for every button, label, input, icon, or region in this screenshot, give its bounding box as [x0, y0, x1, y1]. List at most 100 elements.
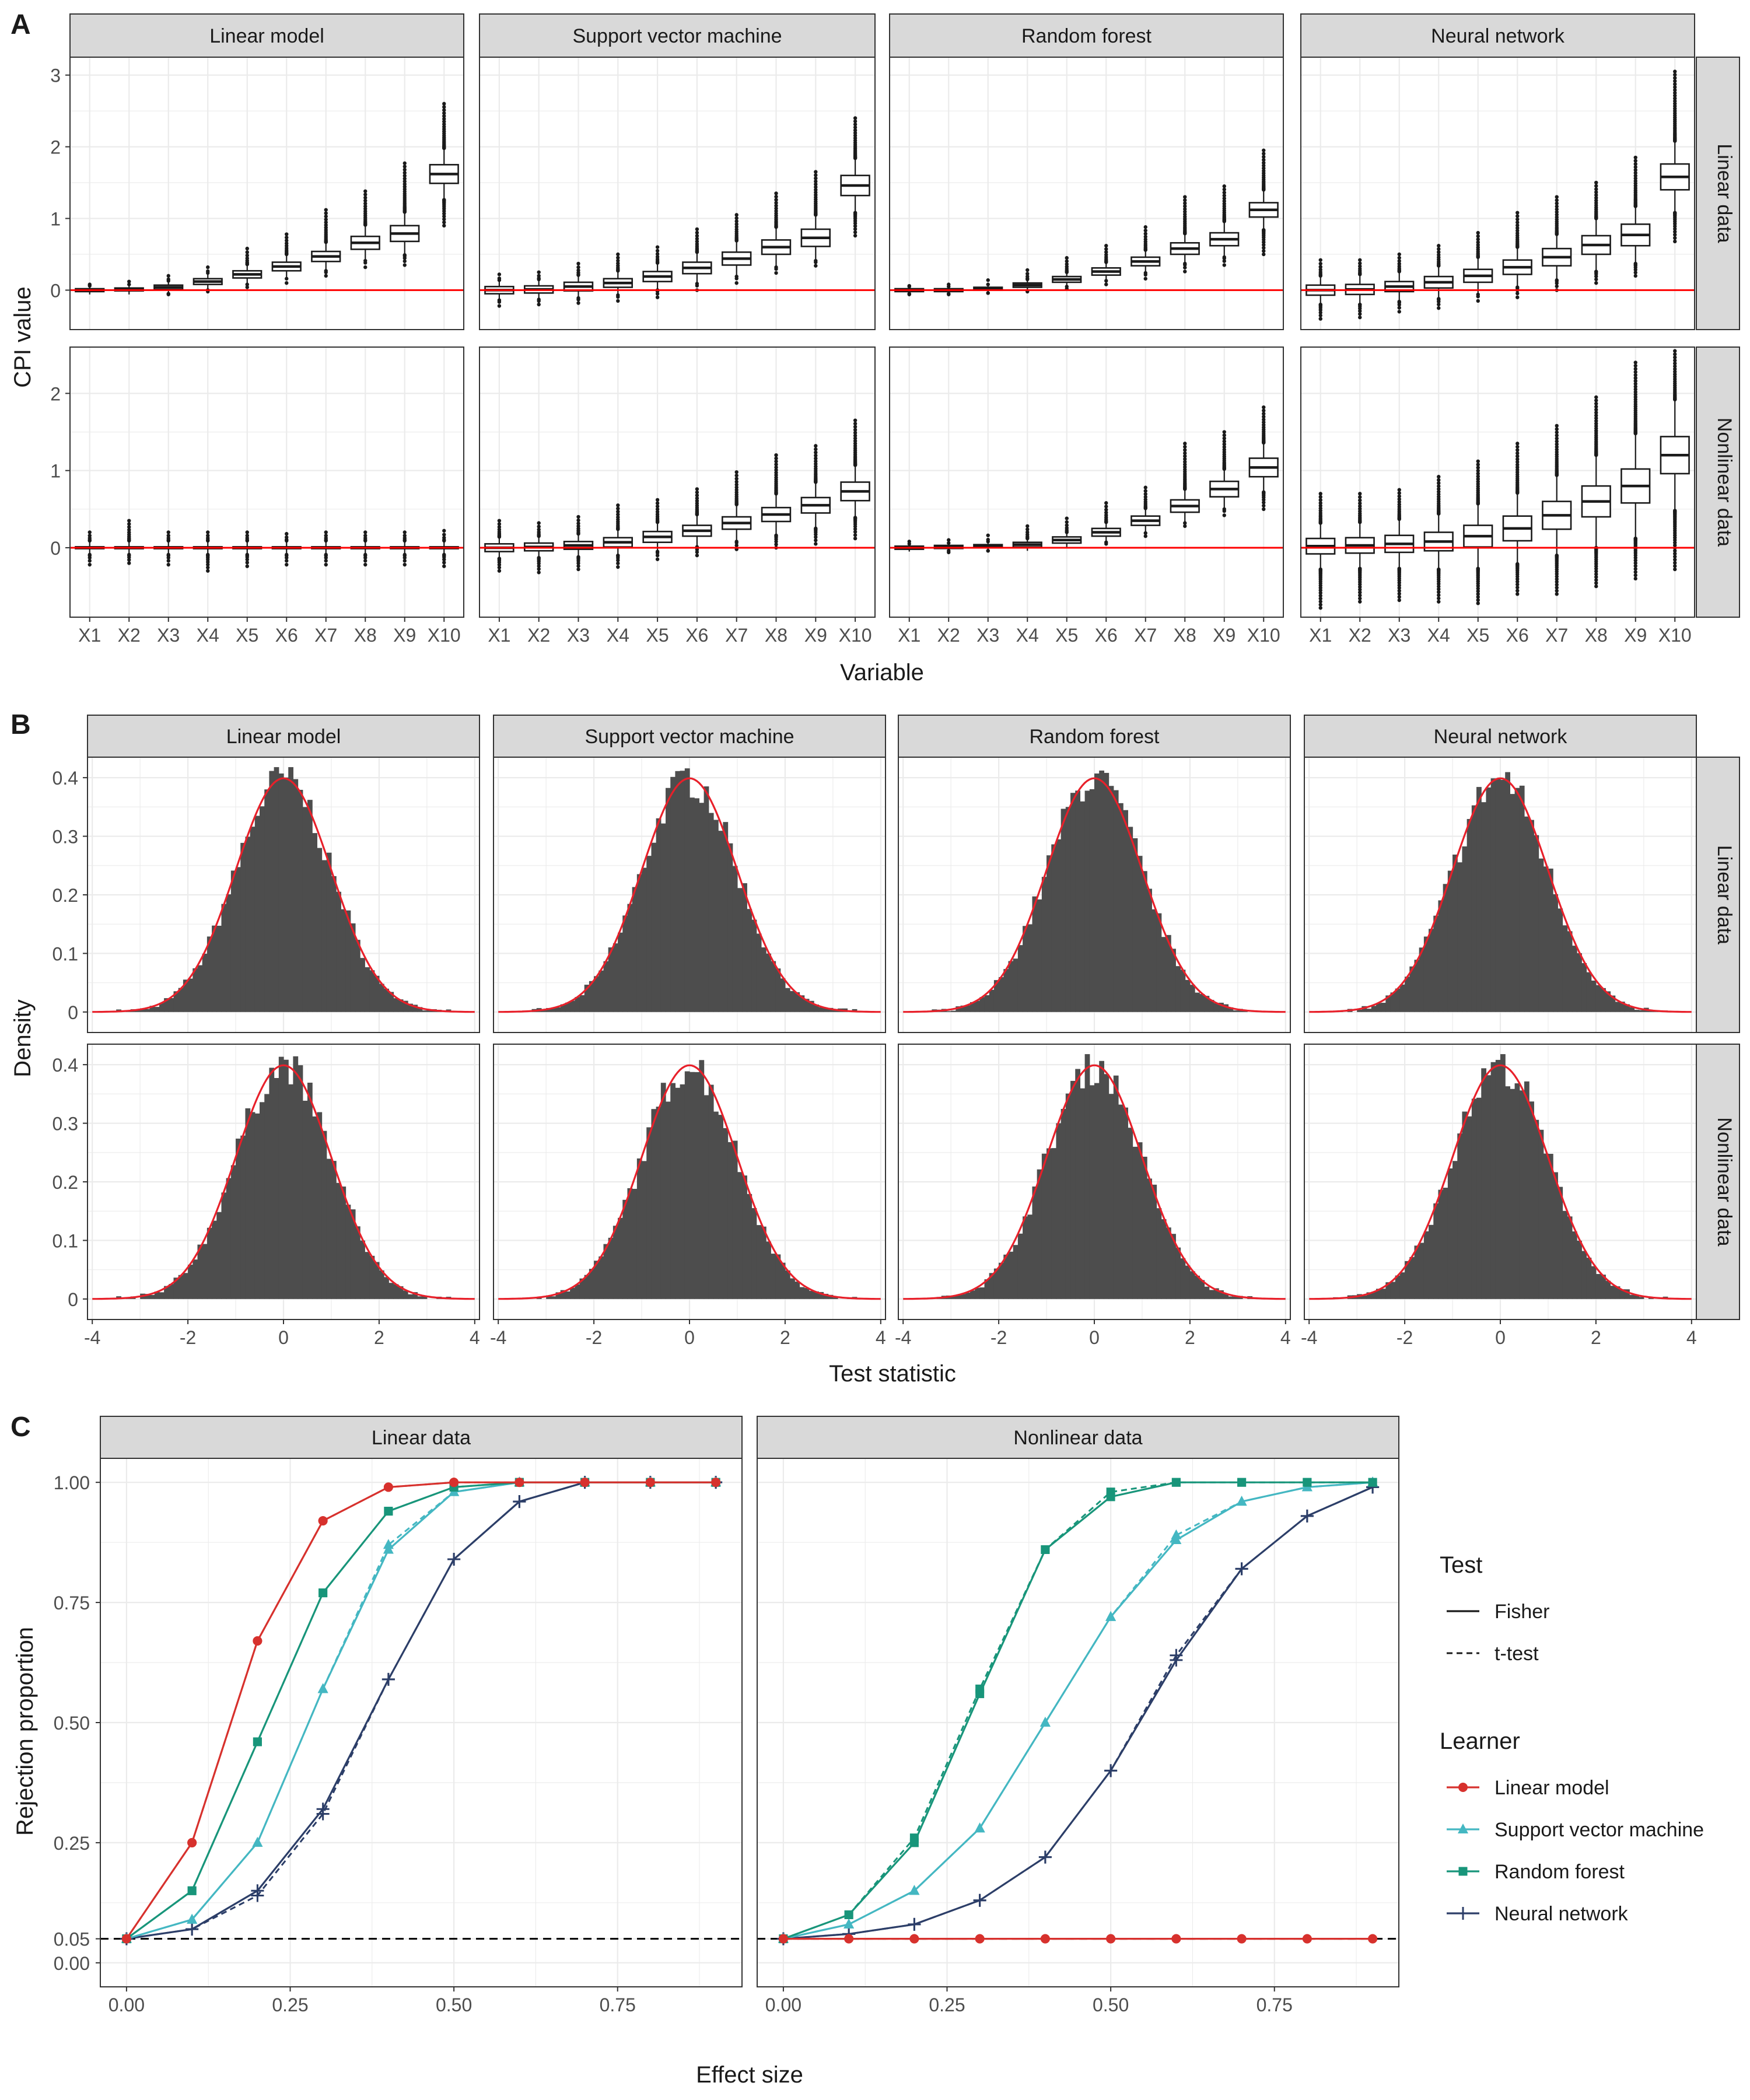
x-tick-label: X10: [1658, 625, 1692, 646]
outlier-point: [1397, 586, 1401, 590]
histogram-bar: [1228, 1296, 1234, 1299]
outlier-point: [814, 188, 818, 192]
outlier-point: [1633, 555, 1637, 560]
outlier-point: [1318, 501, 1322, 505]
outlier-point: [853, 418, 858, 422]
outlier-point: [127, 282, 131, 286]
histogram-bar: [159, 1292, 164, 1299]
histogram-bar: [975, 1287, 980, 1299]
outlier-point: [814, 170, 818, 174]
outlier-point: [1262, 420, 1266, 425]
outlier-point: [1516, 454, 1520, 459]
outlier-point: [1633, 384, 1637, 388]
histogram-bar: [1104, 1074, 1110, 1299]
outlier-point: [1673, 230, 1677, 234]
box-x9: [1620, 155, 1651, 278]
histogram-bar: [1075, 1069, 1081, 1299]
outlier-point: [774, 201, 778, 205]
histogram-bar: [1619, 1002, 1625, 1012]
histogram-bars: [116, 1056, 452, 1299]
histogram-bar: [708, 813, 714, 1012]
outlier-point: [1183, 207, 1187, 211]
outlier-point: [1318, 498, 1322, 502]
histogram-bar: [274, 1078, 279, 1299]
histogram-bar: [1629, 1007, 1635, 1012]
outlier-point: [1594, 572, 1598, 576]
outlier-point: [402, 533, 407, 538]
x-tick-label: X5: [646, 625, 669, 646]
data-point: [382, 1672, 395, 1686]
x-tick-label: X6: [1506, 625, 1529, 646]
histogram-bar: [975, 1000, 980, 1012]
outlier-point: [616, 565, 620, 569]
outlier-point: [1262, 501, 1266, 505]
histogram-bar: [946, 1011, 951, 1012]
outlier-point: [814, 176, 818, 180]
outlier-point: [1143, 228, 1147, 233]
outlier-point: [1222, 202, 1226, 206]
outlier-point: [1397, 261, 1401, 266]
outlier-point: [497, 562, 502, 567]
outlier-point: [1104, 244, 1108, 248]
histogram-bar: [408, 1003, 413, 1012]
series-linear-model: [121, 1478, 721, 1944]
histogram-bar: [1486, 787, 1492, 1012]
histogram-bar: [1147, 1178, 1152, 1299]
histogram-bar: [780, 1262, 786, 1299]
histogram-bar: [1041, 877, 1047, 1012]
x-tick-label: X9: [1213, 625, 1236, 646]
outlier-point: [1516, 582, 1520, 587]
outlier-point: [1262, 412, 1266, 416]
outlier-point: [1633, 174, 1637, 178]
y-tick-label: 0.2: [52, 885, 78, 906]
data-point: [1236, 1496, 1247, 1506]
outlier-point: [363, 555, 368, 560]
outlier-point: [1437, 487, 1441, 491]
outlier-point: [127, 525, 131, 529]
histogram-bar: [1056, 839, 1062, 1012]
histogram-bar: [570, 1287, 575, 1299]
histogram-bar: [989, 1273, 995, 1299]
outlier-point: [442, 533, 446, 537]
outlier-point: [1222, 430, 1226, 434]
facet-strip: [1696, 346, 1740, 618]
facet-strip-label: Support vector machine: [572, 25, 782, 47]
histogram-bar: [1529, 820, 1534, 1012]
histogram-bar: [1080, 801, 1086, 1012]
outlier-point: [1673, 96, 1677, 100]
outlier-point: [1262, 503, 1266, 508]
outlier-point: [1065, 259, 1069, 263]
outlier-point: [1437, 250, 1441, 254]
histogram-bar: [951, 1296, 956, 1299]
outlier-point: [734, 477, 738, 481]
outlier-point: [853, 428, 858, 432]
outlier-point: [774, 462, 778, 467]
panel-border: [479, 346, 876, 618]
box-x2: [114, 519, 144, 565]
outlier-point: [497, 304, 502, 308]
outlier-point: [497, 569, 502, 573]
legend-label: Neural network: [1494, 1903, 1629, 1925]
outlier-point: [907, 284, 911, 288]
histogram-bar: [417, 1007, 423, 1012]
y-tick-label: 1: [50, 209, 61, 230]
histogram-bar: [1075, 790, 1081, 1012]
x-tick-label: X4: [197, 625, 219, 646]
outlier-point: [1222, 187, 1226, 191]
y-tick-label: 2: [50, 383, 61, 404]
outlier-point: [734, 488, 738, 492]
outlier-point: [1437, 492, 1441, 496]
histogram-bar: [1534, 1119, 1539, 1299]
histogram-bar: [1094, 1083, 1100, 1299]
outlier-point: [442, 114, 446, 118]
histogram-bar: [274, 767, 279, 1012]
outlier-point: [1594, 195, 1598, 200]
outlier-point: [1476, 294, 1480, 299]
histogram-bar: [1171, 949, 1176, 1012]
outlier-point: [1516, 444, 1520, 449]
outlier-point: [695, 230, 699, 235]
normal-density-curve: [903, 777, 1286, 1013]
histogram-bar: [737, 888, 743, 1012]
histogram-bar: [1567, 1216, 1573, 1299]
histogram-bar: [651, 842, 657, 1012]
